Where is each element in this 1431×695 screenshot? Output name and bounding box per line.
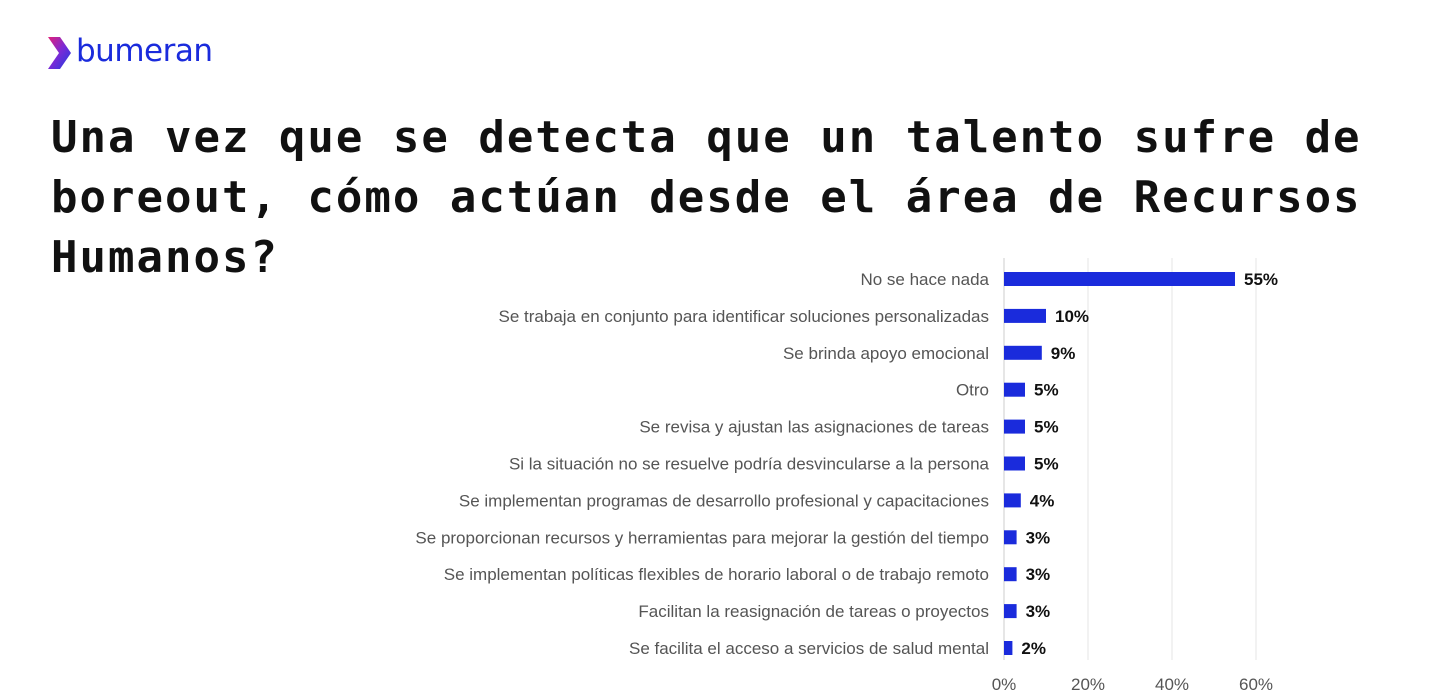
value-label: 4%: [1030, 491, 1055, 510]
x-tick-label: 60%: [1239, 675, 1273, 694]
value-label: 2%: [1021, 639, 1046, 658]
labels: 0% 20% 40% 60% No se hace nada 55% Se trabaja …: [415, 270, 1278, 694]
category-label: Se implementan programas de desarrollo p…: [459, 491, 989, 510]
category-label: Se trabaja en conjunto para identificar …: [499, 307, 989, 326]
gridlines: [1003, 258, 1257, 660]
category-label: Se facilita el acceso a servicios de sal…: [629, 639, 989, 658]
category-label: Se brinda apoyo emocional: [783, 344, 989, 363]
bar: [1004, 382, 1025, 397]
bar: [1004, 567, 1017, 582]
category-label: Facilitan la reasignación de tareas o pr…: [638, 602, 989, 621]
bar: [1004, 530, 1017, 545]
value-label: 9%: [1051, 344, 1076, 363]
category-label: Si la situación no se resuelve podría de…: [509, 455, 990, 474]
x-tick-label: 20%: [1071, 675, 1105, 694]
category-label: Se proporcionan recursos y herramientas …: [415, 528, 989, 547]
bumeran-logo-icon: [48, 37, 71, 69]
bar: [1004, 419, 1025, 434]
x-tick-label: 40%: [1155, 675, 1189, 694]
page-title: Una vez que se detecta que un talento su…: [51, 112, 1362, 283]
brand-name: bumeran: [76, 33, 213, 69]
value-label: 5%: [1034, 381, 1059, 400]
category-label: Otro: [956, 381, 989, 400]
category-label: No se hace nada: [860, 270, 989, 289]
value-label: 55%: [1244, 270, 1278, 289]
value-label: 5%: [1034, 455, 1059, 474]
value-label: 3%: [1026, 528, 1051, 547]
category-label: Se revisa y ajustan las asignaciones de …: [639, 418, 989, 437]
value-label: 3%: [1026, 602, 1051, 621]
category-label: Se implementan políticas flexibles de ho…: [444, 565, 989, 584]
bar: [1004, 641, 1013, 655]
x-tick-label: 0%: [992, 675, 1017, 694]
bar: [1004, 272, 1235, 286]
bar: [1004, 604, 1017, 619]
value-label: 3%: [1026, 565, 1051, 584]
bar: [1004, 308, 1046, 323]
value-label: 10%: [1055, 307, 1089, 326]
bumeran-logo: bumeran: [44, 32, 213, 74]
bar: [1004, 456, 1025, 471]
bar: [1004, 493, 1021, 508]
bar: [1004, 345, 1042, 360]
value-label: 5%: [1034, 418, 1059, 437]
bars: [1004, 272, 1235, 655]
